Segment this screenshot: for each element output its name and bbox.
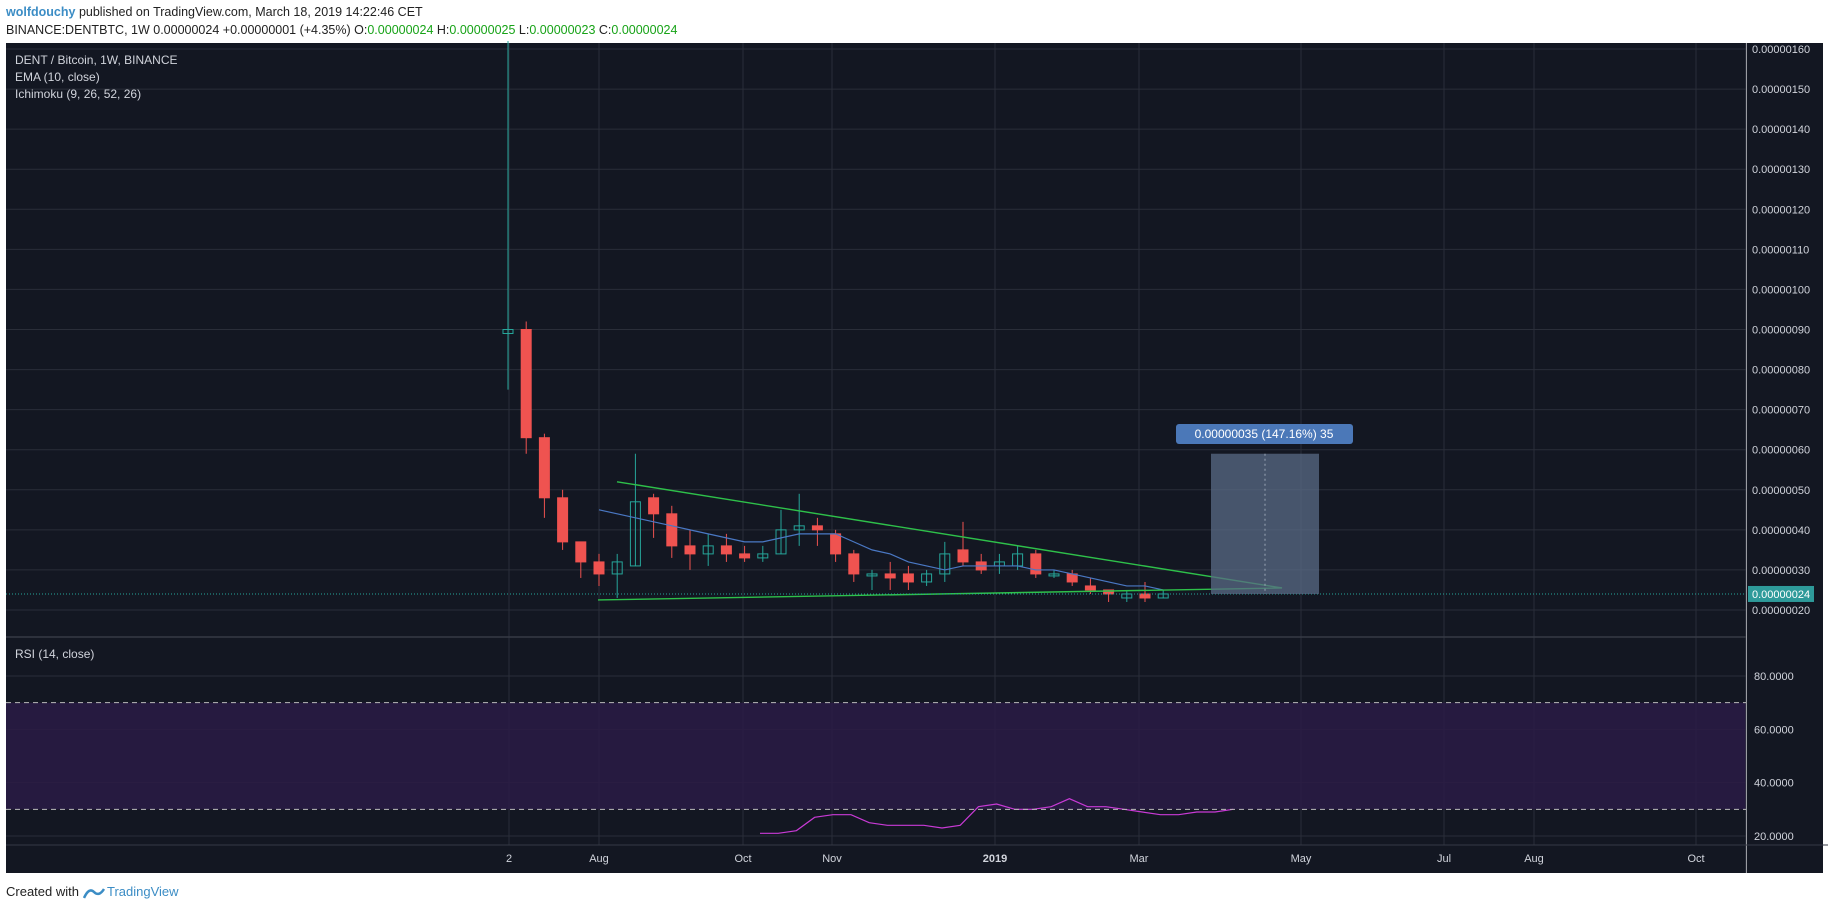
- time-tick-label: May: [1291, 853, 1312, 865]
- candle-body: [739, 553, 751, 559]
- candle-body: [611, 561, 623, 575]
- tradingview-logo-icon: [82, 887, 105, 899]
- chart-overlays: 0.00000035 (147.16%) 35 0.00000024: [6, 424, 1814, 834]
- candle-body: [1103, 589, 1115, 595]
- candlestick-series: [502, 40, 1169, 602]
- candle-body: [575, 541, 587, 563]
- candle-body: [1084, 585, 1096, 591]
- price-change: +0.00000001 (+4.35%): [222, 23, 351, 37]
- published-info: published on TradingView.com, March 18, …: [78, 5, 423, 19]
- time-tick-label: Oct: [1687, 853, 1704, 865]
- candle-body: [757, 553, 769, 559]
- rsi-tick-label: 20.0000: [1754, 831, 1794, 843]
- price-axis-bg: [1747, 43, 1823, 873]
- price-tick-label: 0.00000140: [1752, 124, 1810, 136]
- low-label: L:: [518, 23, 530, 37]
- price-tick-label: 0.00000080: [1752, 365, 1810, 377]
- price-tick-label: 0.00000020: [1752, 605, 1810, 617]
- time-axis-bg: [6, 845, 1746, 873]
- candle-body: [811, 525, 823, 531]
- candle-body: [957, 549, 969, 563]
- candle-body: [666, 513, 678, 547]
- legend-title: DENT / Bitcoin, 1W, BINANCE: [15, 53, 178, 67]
- price-tick-label: 0.00000110: [1752, 244, 1809, 256]
- measure-label-bg: [1176, 424, 1353, 444]
- grid-lines: [6, 43, 1823, 873]
- ema-line: [598, 509, 1164, 591]
- measure-label: 0.00000035 (147.16%) 35: [1195, 427, 1334, 441]
- price-tick-label: 0.00000150: [1752, 84, 1810, 96]
- symbol-info: BINANCE:DENTBTC, 1W: [6, 23, 150, 37]
- time-tick-label: Nov: [822, 853, 842, 865]
- author-link[interactable]: wolfdouchy: [6, 5, 76, 19]
- candle-body: [921, 573, 933, 583]
- low-value: 0.00000023: [529, 23, 596, 37]
- open-value: 0.00000024: [367, 23, 434, 37]
- candle-body: [775, 529, 787, 555]
- tradingview-link[interactable]: TradingView: [106, 884, 179, 899]
- candle-body: [830, 533, 842, 555]
- price-tick-label: 0.00000060: [1752, 445, 1810, 457]
- created-with-label: Created with: [6, 884, 79, 899]
- candle-body: [848, 553, 860, 575]
- upper-trendline: [616, 481, 1283, 589]
- publish-header: wolfdouchy published on TradingView.com,…: [6, 4, 677, 38]
- high-value: 0.00000025: [449, 23, 516, 37]
- candle-body: [1121, 593, 1133, 599]
- candle-body: [593, 561, 605, 575]
- rsi-tick-label: 80.0000: [1754, 671, 1794, 683]
- price-tick-label: 0.00000050: [1752, 485, 1810, 497]
- candle-body: [884, 573, 896, 579]
- price-tick-label: 0.00000100: [1752, 284, 1810, 296]
- candle-body: [629, 501, 641, 567]
- candle-body: [1139, 593, 1151, 599]
- close-label: C:: [598, 23, 612, 37]
- time-tick-label: Mar: [1130, 853, 1149, 865]
- price-tick-label: 0.00000030: [1752, 565, 1810, 577]
- candle-body: [902, 573, 914, 583]
- open-label: O:: [354, 23, 368, 37]
- last-price: 0.00000024: [153, 23, 220, 37]
- candle-body: [793, 525, 805, 531]
- legend-ichimoku: Ichimoku (9, 26, 52, 26): [15, 87, 141, 101]
- candle-body: [684, 545, 696, 555]
- close-value: 0.00000024: [611, 23, 678, 37]
- time-tick-label: Jul: [1437, 853, 1451, 865]
- candle-body: [866, 573, 878, 577]
- candle-body: [520, 329, 532, 439]
- price-tick-label: 0.00000120: [1752, 204, 1810, 216]
- candle-body: [939, 553, 951, 575]
- candle-body: [557, 497, 569, 543]
- rsi-line: [760, 798, 1234, 834]
- price-tick-label: 0.00000040: [1752, 525, 1810, 537]
- candle-body: [1048, 573, 1060, 577]
- price-tick-label: 0.00000070: [1752, 405, 1810, 417]
- price-tick-label: 0.00000090: [1752, 325, 1810, 337]
- legend-rsi: RSI (14, close): [15, 647, 94, 661]
- last-price-label: 0.00000024: [1752, 589, 1810, 601]
- candle-body: [502, 329, 514, 335]
- candle-body: [1157, 593, 1169, 599]
- candle-body: [538, 437, 550, 499]
- candle-body: [1030, 553, 1042, 575]
- footer: Created with TradingView: [6, 884, 179, 899]
- time-tick-label: Oct: [734, 853, 751, 865]
- high-label: H:: [436, 23, 450, 37]
- rsi-tick-label: 40.0000: [1754, 778, 1794, 790]
- time-tick-label: 2: [506, 853, 512, 865]
- candle-body: [702, 545, 714, 555]
- legend-ema: EMA (10, close): [15, 70, 100, 84]
- candle-body: [720, 545, 732, 555]
- price-tick-label: 0.00000160: [1752, 44, 1810, 56]
- chart-axes: 0.00000160 0.00000150 0.00000140 0.00000130…: [6, 43, 1828, 873]
- time-tick-label: Aug: [589, 853, 609, 865]
- rsi-tick-label: 60.0000: [1754, 724, 1794, 736]
- time-tick-label: 2019: [983, 853, 1007, 865]
- time-tick-label: Aug: [1524, 853, 1544, 865]
- candle-body: [648, 497, 660, 515]
- rsi-band: [6, 702, 1746, 810]
- price-tick-label: 0.00000130: [1752, 164, 1810, 176]
- last-price-label-bg: [1748, 585, 1814, 602]
